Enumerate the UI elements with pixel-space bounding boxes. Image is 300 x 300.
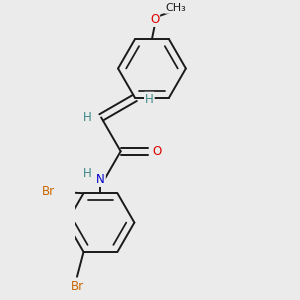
Text: CH₃: CH₃ (165, 3, 186, 13)
Text: H: H (145, 93, 154, 106)
Text: Br: Br (70, 280, 83, 293)
Text: Br: Br (42, 185, 55, 198)
Text: H: H (82, 111, 91, 124)
Text: H: H (83, 167, 92, 179)
Text: O: O (150, 13, 159, 26)
Text: N: N (96, 173, 105, 186)
Text: O: O (153, 145, 162, 158)
